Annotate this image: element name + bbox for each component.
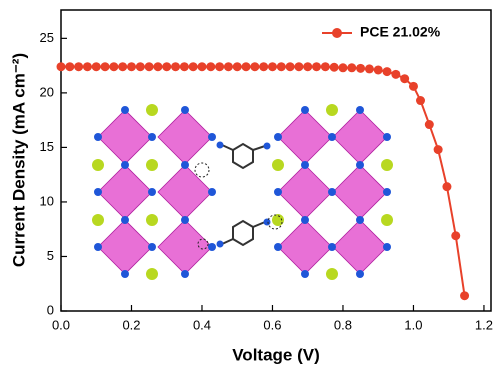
data-point (144, 62, 154, 72)
legend-label: PCE 21.02% (360, 24, 441, 40)
x-axis-label: Voltage (V) (232, 345, 320, 364)
data-point (338, 63, 348, 73)
data-point (294, 62, 304, 72)
data-point (206, 62, 216, 72)
y-tick-label: 5 (47, 248, 54, 263)
data-point (232, 62, 242, 72)
data-point (364, 64, 374, 74)
data-point (135, 62, 145, 72)
data-point (347, 63, 357, 73)
data-point (408, 81, 418, 91)
data-point (442, 182, 452, 192)
data-point (356, 63, 366, 73)
x-tick-label: 0.4 (193, 317, 211, 332)
inset-structure (92, 104, 393, 280)
y-tick-label: 0 (47, 302, 54, 317)
data-point (153, 62, 163, 72)
y-tick-label: 25 (40, 30, 54, 45)
data-point (259, 62, 269, 72)
data-point (303, 62, 313, 72)
x-tick-label: 0.2 (122, 317, 140, 332)
data-point (56, 62, 66, 72)
data-point (373, 65, 383, 75)
data-point (382, 67, 392, 77)
data-point (285, 62, 295, 72)
data-point (109, 62, 119, 72)
x-tick-label: 0.8 (334, 317, 352, 332)
y-tick-label: 15 (40, 139, 54, 154)
legend-marker (332, 28, 342, 38)
data-point (460, 291, 470, 301)
data-point (424, 120, 434, 130)
data-point (416, 96, 426, 106)
data-point (162, 62, 172, 72)
data-point (126, 62, 136, 72)
data-point (391, 69, 401, 79)
data-point (433, 145, 443, 155)
data-point (179, 62, 189, 72)
data-point (400, 74, 410, 84)
data-point (250, 62, 260, 72)
data-point (312, 62, 322, 72)
data-point (215, 62, 225, 72)
data-point (451, 231, 461, 241)
data-point (74, 62, 84, 72)
data-point (100, 62, 110, 72)
data-point (118, 62, 128, 72)
x-tick-label: 0.0 (52, 317, 70, 332)
data-point (267, 62, 277, 72)
data-point (223, 62, 233, 72)
plot-frame (60, 9, 492, 312)
data-point (197, 62, 207, 72)
x-tick-label: 1.2 (475, 317, 493, 332)
data-point (65, 62, 75, 72)
data-point (82, 62, 92, 72)
data-point (171, 62, 181, 72)
data-point (276, 62, 286, 72)
y-axis-label: Current Density (mA cm⁻²) (9, 53, 28, 267)
data-point (91, 62, 101, 72)
x-tick-label: 1.0 (404, 317, 422, 332)
data-point (241, 62, 251, 72)
y-tick-label: 10 (40, 193, 54, 208)
data-point (329, 62, 339, 72)
y-tick-label: 20 (40, 84, 54, 99)
data-point (320, 62, 330, 72)
x-tick-label: 0.6 (263, 317, 281, 332)
data-point (188, 62, 198, 72)
